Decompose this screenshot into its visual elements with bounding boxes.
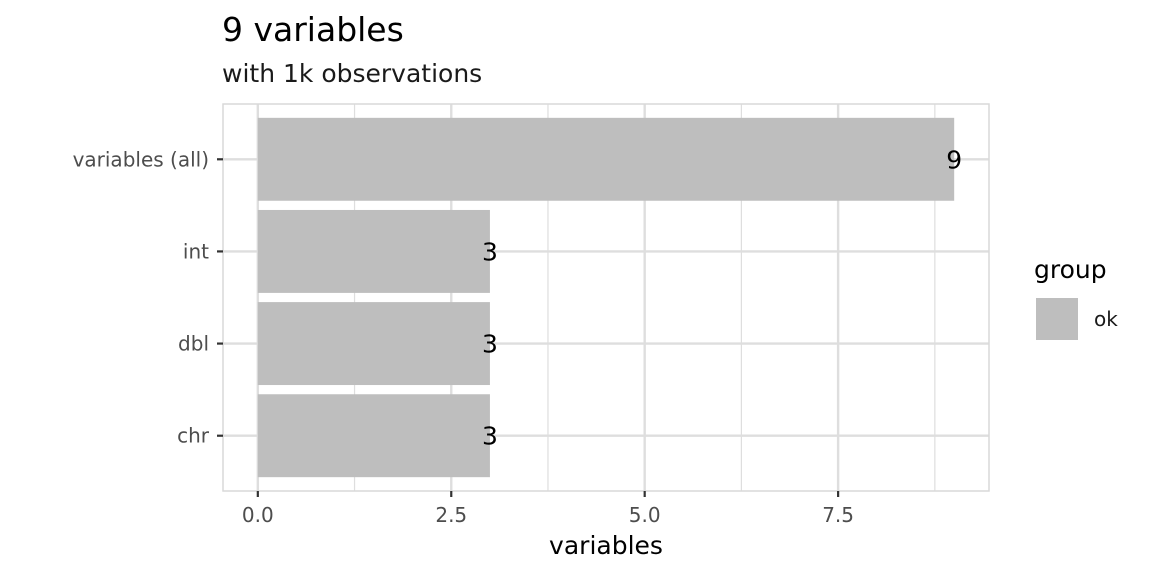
bar <box>257 117 955 201</box>
chart-title: 9 variables <box>222 10 404 49</box>
panel-border <box>222 103 990 492</box>
x-tick-label: 2.5 <box>435 503 467 527</box>
chart-subtitle: with 1k observations <box>222 59 482 88</box>
x-tick-label: 0.0 <box>242 503 274 527</box>
legend-title: group <box>1034 255 1107 284</box>
x-axis-title: variables <box>549 531 663 560</box>
bar <box>257 302 490 386</box>
data-label: 3 <box>482 422 498 451</box>
legend-key-ok <box>1036 298 1078 340</box>
bar <box>257 394 490 478</box>
bar <box>257 209 490 293</box>
x-tick-label: 5.0 <box>629 503 661 527</box>
y-axis: variables (all) int dbl chr <box>73 147 223 448</box>
x-tick-label: 7.5 <box>822 503 854 527</box>
bars <box>257 117 955 478</box>
y-tick-label: variables (all) <box>73 147 209 171</box>
legend-label-ok: ok <box>1094 307 1118 331</box>
legend: group ok <box>1034 255 1118 340</box>
data-label: 3 <box>482 237 498 266</box>
x-axis: 0.0 2.5 5.0 7.5 <box>242 491 854 527</box>
y-tick-label: int <box>183 239 209 263</box>
data-label: 9 <box>946 145 962 174</box>
y-tick-label: chr <box>177 424 210 448</box>
data-label: 3 <box>482 330 498 359</box>
data-labels: 9 3 3 3 <box>482 145 962 450</box>
y-tick-label: dbl <box>178 332 209 356</box>
plot-panel: 9 3 3 3 <box>222 103 990 492</box>
